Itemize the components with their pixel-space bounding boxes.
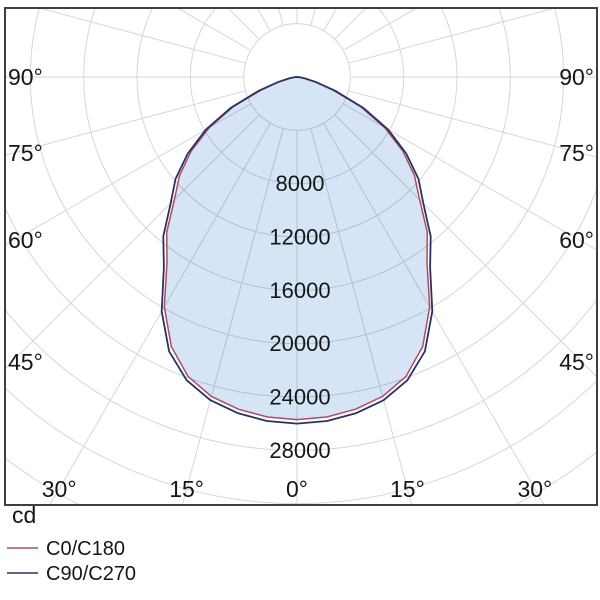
grid-spoke	[49, 122, 271, 505]
legend-label-c90: C90/C270	[46, 563, 136, 585]
angle-label-right-90: 90°	[559, 64, 594, 90]
angle-label-bottom-30: 30°	[517, 476, 552, 502]
grid-spoke	[310, 128, 413, 505]
curve-c90-c270	[160, 76, 434, 425]
legend: cd C0/C180 C90/C270	[7, 502, 136, 585]
angle-label-bottom-30: 30°	[42, 476, 77, 502]
plot-border	[4, 7, 598, 506]
ring-label-20000: 20000	[269, 331, 330, 356]
ring-label-16000: 16000	[269, 278, 330, 303]
angle-label-right-75: 75°	[559, 140, 594, 166]
angle-label-right-45: 45°	[559, 349, 594, 375]
intensity-curves	[160, 76, 434, 425]
ring-label-28000: 28000	[269, 438, 330, 463]
grid-spoke	[348, 90, 597, 158]
unit-label: cd	[12, 502, 36, 528]
angle-label-right-60: 60°	[559, 227, 594, 253]
grid-spoke	[181, 128, 284, 505]
angle-label-left-60: 60°	[8, 227, 43, 253]
legend-label-c0: C0/C180	[46, 538, 125, 560]
grid-spoke	[5, 90, 246, 156]
angle-label-bottom-0: 0°	[286, 476, 308, 502]
angle-label-bottom-15: 15°	[390, 476, 425, 502]
grid-spoke	[323, 122, 545, 505]
angle-label-left-75: 75°	[8, 140, 43, 166]
ring-label-12000: 12000	[269, 224, 330, 249]
grid-spoke	[348, 8, 557, 64]
axis-labels: 8000 12000 16000 20000 24000 28000 30° 15° 0° 15°…	[8, 64, 594, 502]
angle-label-left-90: 90°	[8, 64, 43, 90]
grid-spoke	[342, 103, 597, 251]
ring-label-24000: 24000	[269, 384, 330, 409]
angle-label-left-45: 45°	[8, 349, 43, 375]
grid-spoke	[37, 8, 246, 64]
angle-label-bottom-15: 15°	[169, 476, 204, 502]
grid-spoke	[5, 103, 252, 247]
ring-label-8000: 8000	[276, 171, 325, 196]
